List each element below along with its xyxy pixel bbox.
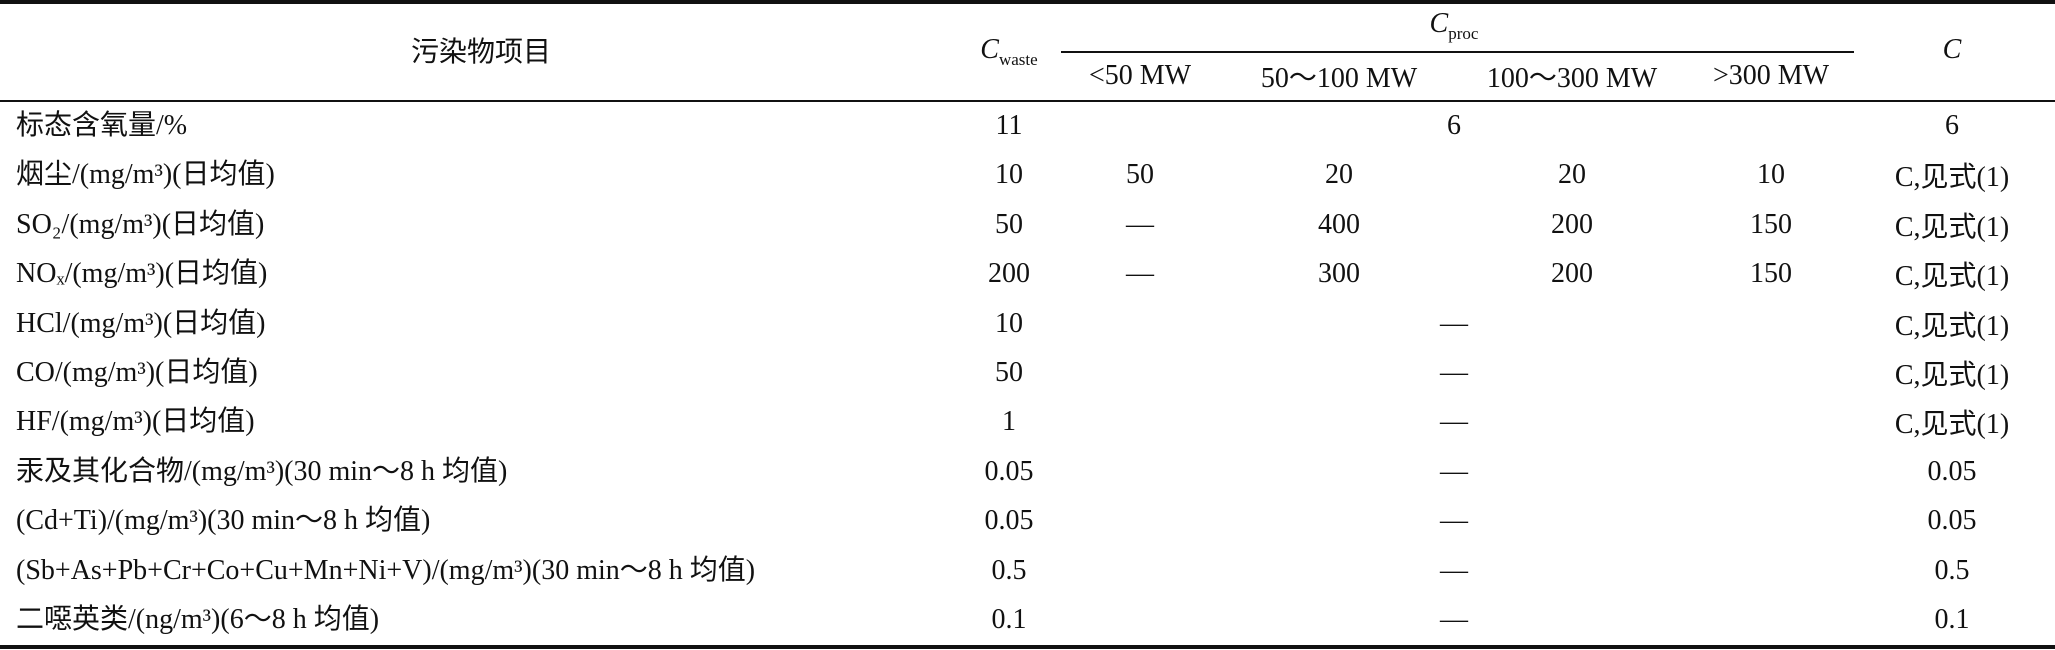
c-waste-value: 0.05 xyxy=(984,455,1034,487)
row-item: HF/(mg/m³)(日均值) xyxy=(16,406,255,438)
proc-column-header: 50～100 MW xyxy=(1260,63,1418,94)
c-value: 0.5 xyxy=(1934,554,1970,586)
c-value: 0.1 xyxy=(1934,604,1970,636)
c-value: C,见式(1) xyxy=(1894,211,2010,243)
row-item: 二噁英类/(ng/m³)(6～8 h 均值) xyxy=(16,604,380,636)
c-waste-value: 50 xyxy=(995,357,1023,388)
c-waste-value: 10 xyxy=(995,307,1023,339)
c-value: C,见式(1) xyxy=(1894,162,2010,194)
top-rule xyxy=(0,0,2055,4)
header-item: 污染物项目 xyxy=(410,37,552,68)
row-item: (Cd+Ti)/(mg/m³)(30 min～8 h 均值) xyxy=(16,505,431,537)
c-proc-value: — xyxy=(1440,505,1468,537)
c-waste-value: 50 xyxy=(995,208,1023,240)
c-waste-value: 11 xyxy=(995,109,1023,141)
c-proc-value: — xyxy=(1440,455,1468,487)
row-item: 标态含氧量/% xyxy=(16,109,188,141)
c-waste-value: 10 xyxy=(995,159,1023,191)
c-proc-value: 50 xyxy=(1126,159,1154,191)
c-proc-value: — xyxy=(1440,604,1468,636)
header-c: C xyxy=(1942,34,1962,65)
c-waste-value: 0.1 xyxy=(991,604,1027,636)
subscript: waste xyxy=(998,49,1038,69)
c-value: C,见式(1) xyxy=(1894,360,2010,391)
c-value: C,见式(1) xyxy=(1894,261,2010,293)
c-proc-value: 20 xyxy=(1325,159,1353,191)
c-proc-value: — xyxy=(1440,307,1468,339)
c-proc-value: — xyxy=(1126,258,1154,290)
c-value: C,见式(1) xyxy=(1894,310,2010,342)
bottom-rule xyxy=(0,645,2055,649)
row-item: 烟尘/(mg/m³)(日均值) xyxy=(16,159,275,191)
header-c-waste: Cwaste xyxy=(980,34,1037,70)
c-proc-value: 200 xyxy=(1551,258,1593,290)
row-item: CO/(mg/m³)(日均值) xyxy=(16,357,258,388)
subscript: proc xyxy=(1448,23,1479,43)
c-proc-value: — xyxy=(1126,208,1154,240)
c-value: C,见式(1) xyxy=(1894,409,2010,441)
c-waste-value: 0.5 xyxy=(991,554,1027,586)
row-item: 汞及其化合物/(mg/m³)(30 min～8 h 均值) xyxy=(16,455,508,487)
c-proc-value: 400 xyxy=(1318,208,1360,240)
header-rule xyxy=(0,100,2055,102)
symbol: C xyxy=(980,34,999,66)
c-waste-value: 1 xyxy=(1002,406,1016,438)
c-proc-value: — xyxy=(1440,357,1468,388)
c-proc-value: 150 xyxy=(1750,208,1792,240)
row-item: (Sb+As+Pb+Cr+Co+Cu+Mn+Ni+V)/(mg/m³)(30 m… xyxy=(16,554,756,586)
c-proc-value: 10 xyxy=(1757,159,1785,191)
proc-column-header: <50 MW xyxy=(1088,60,1192,91)
c-proc-value: — xyxy=(1440,554,1468,586)
c-proc-value: — xyxy=(1440,406,1468,438)
proc-rule xyxy=(1061,51,1854,53)
proc-column-header: >300 MW xyxy=(1712,60,1830,91)
symbol: C xyxy=(1429,8,1449,40)
proc-column-header: 100～300 MW xyxy=(1486,63,1658,94)
c-waste-value: 0.05 xyxy=(984,505,1034,537)
header-c-proc: Cproc xyxy=(1430,8,1479,44)
row-item: HCl/(mg/m³)(日均值) xyxy=(16,307,266,339)
c-waste-value: 200 xyxy=(988,258,1030,290)
c-proc-value: 200 xyxy=(1551,208,1593,240)
c-value: 0.05 xyxy=(1927,505,1977,537)
row-item: NOₓ/(mg/m³)(日均值) xyxy=(16,258,268,290)
c-proc-value: 300 xyxy=(1318,258,1360,290)
c-value: 6 xyxy=(1945,109,1959,141)
row-item: SO₂/(mg/m³)(日均值) xyxy=(16,208,265,240)
c-value: 0.05 xyxy=(1927,455,1977,487)
c-proc-value: 6 xyxy=(1447,109,1461,141)
c-proc-value: 20 xyxy=(1558,159,1586,191)
c-proc-value: 150 xyxy=(1750,258,1792,290)
